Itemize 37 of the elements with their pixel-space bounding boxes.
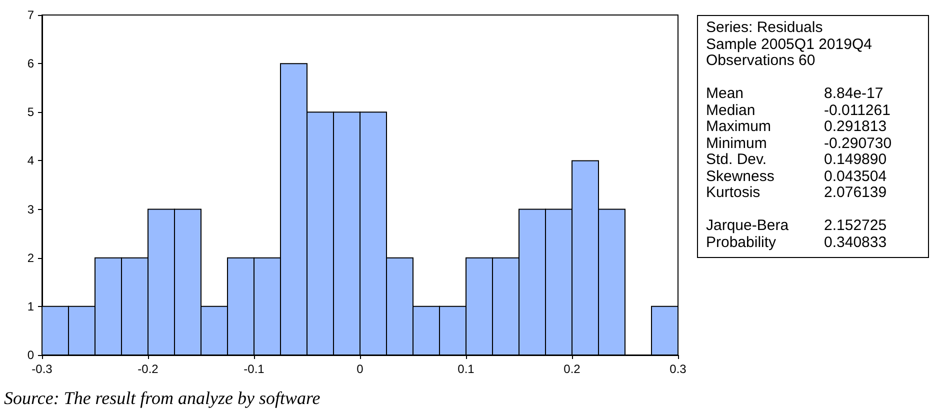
category-label: Jarque-Bera <box>706 217 790 234</box>
category-label: Skewness <box>706 168 776 185</box>
text: 0.043504 <box>824 168 887 184</box>
x-tick-label: 0.3 <box>670 362 687 376</box>
category-label: Minimum <box>706 134 768 152</box>
text: -0.011261 <box>824 102 890 118</box>
y-tick-label: 4 <box>27 154 34 168</box>
text: Sample 2005Q1 2019Q4 <box>706 36 873 53</box>
y-tick-label: 3 <box>27 202 34 216</box>
y-tick-label: 6 <box>27 56 34 71</box>
category-label: Probability <box>706 234 778 251</box>
category-label: Maximum <box>706 118 772 136</box>
category-label: Std. Dev. <box>706 151 768 168</box>
x-tick-label: -0.2 <box>138 362 159 376</box>
text: Observations 60 <box>706 52 816 70</box>
x-tick-label: 0.2 <box>564 362 581 376</box>
text: Series: Residuals <box>706 19 824 36</box>
text: 0.340833 <box>824 234 887 250</box>
y-tick-label: 2 <box>27 250 34 265</box>
x-tick-label: 0 <box>356 362 364 376</box>
y-tick-label: 0 <box>27 348 34 362</box>
text: 0.149890 <box>824 151 887 168</box>
text: 0.291813 <box>824 118 887 135</box>
text: -0.290730 <box>824 134 892 152</box>
text: 8.84e-17 <box>824 85 884 102</box>
text: 2.152725 <box>824 217 887 234</box>
y-tick-label: 5 <box>27 105 34 120</box>
category-label: Mean <box>706 85 745 102</box>
x-tick-label: -0.1 <box>244 362 265 376</box>
category-label: Median <box>706 102 756 119</box>
text: 2.076139 <box>824 184 887 201</box>
y-tick-label: 1 <box>27 299 34 314</box>
category-label: Kurtosis <box>706 184 762 202</box>
source-note: Source: The result from analyze by software <box>4 388 320 409</box>
y-tick-label: 7 <box>27 8 34 22</box>
x-tick-label: -0.3 <box>32 362 53 376</box>
x-tick-label: 0.1 <box>458 362 475 376</box>
